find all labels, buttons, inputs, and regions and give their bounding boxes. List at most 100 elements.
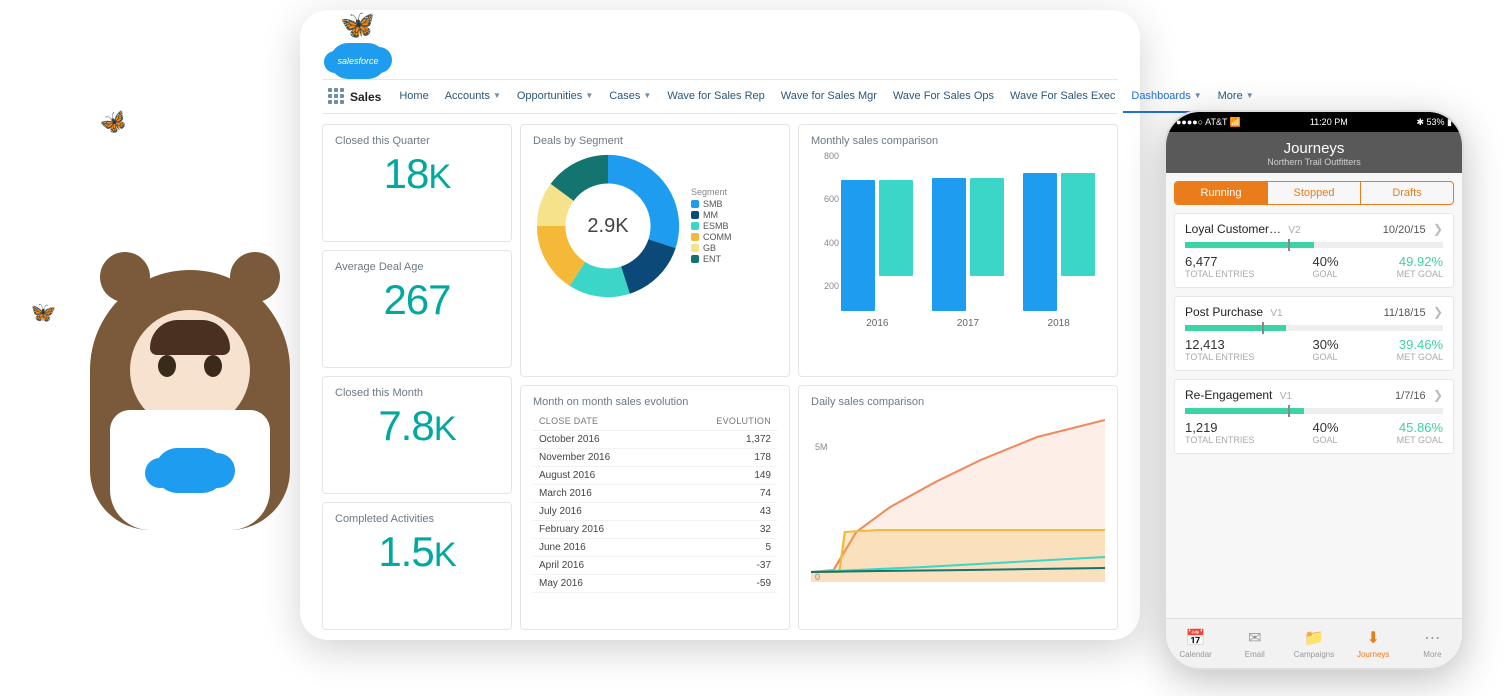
nav-home[interactable]: Home bbox=[391, 80, 436, 113]
goal-value: 40% bbox=[1312, 420, 1338, 435]
workspace-name: Sales bbox=[350, 90, 381, 104]
tab-stopped[interactable]: Stopped bbox=[1267, 182, 1360, 204]
nav-opportunities[interactable]: Opportunities▼ bbox=[509, 80, 601, 113]
phone-tab-bar: 📅Calendar✉Email📁Campaigns⬇Journeys⋯More bbox=[1166, 618, 1462, 668]
phone-tabs: RunningStoppedDrafts bbox=[1174, 181, 1454, 205]
bar bbox=[841, 180, 875, 311]
chevron-down-icon: ▼ bbox=[493, 91, 501, 100]
legend-item: MM bbox=[691, 210, 732, 220]
chevron-right-icon: ❯ bbox=[1430, 222, 1443, 236]
axis-tick: 600 bbox=[811, 194, 839, 204]
legend-label: ENT bbox=[703, 254, 721, 264]
legend-label: ESMB bbox=[703, 221, 729, 231]
butterfly-icon: 🦋 bbox=[96, 106, 131, 140]
progress-bar bbox=[1185, 242, 1443, 248]
chevron-down-icon: ▼ bbox=[1246, 91, 1254, 100]
card-title: Completed Activities bbox=[335, 513, 499, 525]
journey-date: 1/7/16 bbox=[1395, 390, 1426, 402]
tab-drafts[interactable]: Drafts bbox=[1360, 182, 1453, 204]
chevron-right-icon: ❯ bbox=[1430, 388, 1443, 402]
legend-swatch bbox=[691, 211, 699, 219]
legend-item: SMB bbox=[691, 199, 732, 209]
card-sales-evolution: Month on month sales evolution CLOSE DAT… bbox=[520, 385, 790, 630]
table-row: March 201674 bbox=[533, 485, 777, 503]
legend-swatch bbox=[691, 255, 699, 263]
met-goal-value: 45.86% bbox=[1397, 420, 1443, 435]
logo-bar: salesforce bbox=[322, 42, 1118, 80]
journeys-icon: ⬇ bbox=[1367, 628, 1380, 648]
phone-header: Journeys Northern Trail Outfitters bbox=[1166, 132, 1462, 173]
table-row: May 2016-59 bbox=[533, 575, 777, 593]
legend-item: ESMB bbox=[691, 221, 732, 231]
legend-item: ENT bbox=[691, 254, 732, 264]
journey-version: V2 bbox=[1288, 225, 1300, 236]
nav-accounts[interactable]: Accounts▼ bbox=[437, 80, 509, 113]
nav-wave-for-sales-mgr[interactable]: Wave for Sales Mgr bbox=[773, 80, 885, 113]
donut-chart: 2.9K bbox=[533, 151, 683, 301]
app-launcher-icon[interactable] bbox=[328, 88, 344, 106]
tabbar-label: Email bbox=[1245, 650, 1265, 659]
brand-text: salesforce bbox=[337, 56, 378, 66]
phone-subtitle: Northern Trail Outfitters bbox=[1166, 157, 1462, 167]
bar bbox=[932, 178, 966, 311]
journey-version: V1 bbox=[1280, 391, 1292, 402]
card-monthly-sales: Monthly sales comparison 800600400200 20… bbox=[798, 124, 1118, 377]
butterfly-icon: 🦋 bbox=[340, 8, 375, 41]
metric-value: 267 bbox=[335, 277, 499, 323]
card-title: Monthly sales comparison bbox=[811, 135, 1105, 147]
table-row: February 201632 bbox=[533, 521, 777, 539]
legend-title: Segment bbox=[691, 187, 732, 197]
table-header: CLOSE DATE bbox=[533, 412, 668, 431]
axis-label: 2018 bbox=[1048, 318, 1070, 329]
donut-center-value: 2.9K bbox=[533, 151, 683, 301]
tabbar-more[interactable]: ⋯More bbox=[1403, 619, 1462, 668]
tab-running[interactable]: Running bbox=[1175, 182, 1267, 204]
journey-card[interactable]: Post Purchase V111/18/15 ❯12,413TOTAL EN… bbox=[1174, 296, 1454, 371]
campaigns-icon: 📁 bbox=[1304, 628, 1324, 648]
goal-value: 30% bbox=[1312, 337, 1338, 352]
tabbar-journeys[interactable]: ⬇Journeys bbox=[1344, 619, 1403, 668]
phone-status-bar: ●●●●○ AT&T 📶 11:20 PM ✱ 53% ▮ bbox=[1166, 112, 1462, 132]
tabbar-calendar[interactable]: 📅Calendar bbox=[1166, 619, 1225, 668]
axis-label: 2016 bbox=[866, 318, 888, 329]
chevron-down-icon: ▼ bbox=[585, 91, 593, 100]
journey-date: 10/20/15 bbox=[1383, 224, 1426, 236]
bar bbox=[879, 180, 913, 276]
nav-wave-for-sales-rep[interactable]: Wave for Sales Rep bbox=[659, 80, 772, 113]
legend-swatch bbox=[691, 200, 699, 208]
card-avg-deal-age: Average Deal Age 267 bbox=[322, 250, 512, 368]
nav-wave-for-sales-ops[interactable]: Wave For Sales Ops bbox=[885, 80, 1002, 113]
tabbar-campaigns[interactable]: 📁Campaigns bbox=[1284, 619, 1343, 668]
bar-chart: 800600400200 201620172018 bbox=[811, 151, 1105, 311]
nav-dashboards[interactable]: Dashboards▼ bbox=[1123, 80, 1209, 113]
journey-card[interactable]: Re-Engagement V11/7/16 ❯1,219TOTAL ENTRI… bbox=[1174, 379, 1454, 454]
tabbar-label: Calendar bbox=[1179, 650, 1211, 659]
progress-bar bbox=[1185, 408, 1443, 414]
journey-name: Post Purchase bbox=[1185, 305, 1263, 319]
wifi-icon: 📶 bbox=[1230, 117, 1241, 127]
journey-card[interactable]: Loyal Customer… V210/20/15 ❯6,477TOTAL E… bbox=[1174, 213, 1454, 288]
donut-legend: Segment SMBMMESMBCOMMGBENT bbox=[691, 187, 732, 265]
salesforce-logo-icon: salesforce bbox=[330, 43, 386, 79]
table-row: October 20161,372 bbox=[533, 431, 777, 449]
table-row: July 201643 bbox=[533, 503, 777, 521]
nav-wave-for-sales-exec[interactable]: Wave For Sales Exec bbox=[1002, 80, 1123, 113]
tabbar-email[interactable]: ✉Email bbox=[1225, 619, 1284, 668]
metric-value: 7.8K bbox=[335, 403, 499, 449]
table-row: June 20165 bbox=[533, 539, 777, 557]
clock: 11:20 PM bbox=[1310, 117, 1348, 127]
tabbar-label: More bbox=[1423, 650, 1441, 659]
metrics-column: Closed this Quarter 18K Average Deal Age… bbox=[322, 124, 512, 630]
chevron-right-icon: ❯ bbox=[1430, 305, 1443, 319]
card-title: Month on month sales evolution bbox=[533, 396, 777, 408]
nav-cases[interactable]: Cases▼ bbox=[601, 80, 659, 113]
legend-swatch bbox=[691, 222, 699, 230]
legend-label: MM bbox=[703, 210, 718, 220]
met-goal-value: 39.46% bbox=[1397, 337, 1443, 352]
metric-value: 1.5K bbox=[335, 529, 499, 575]
bar-group: 2016 bbox=[841, 180, 914, 311]
legend-item: GB bbox=[691, 243, 732, 253]
legend-swatch bbox=[691, 233, 699, 241]
bar-group: 2017 bbox=[932, 178, 1005, 311]
nav-more[interactable]: More▼ bbox=[1210, 80, 1262, 113]
